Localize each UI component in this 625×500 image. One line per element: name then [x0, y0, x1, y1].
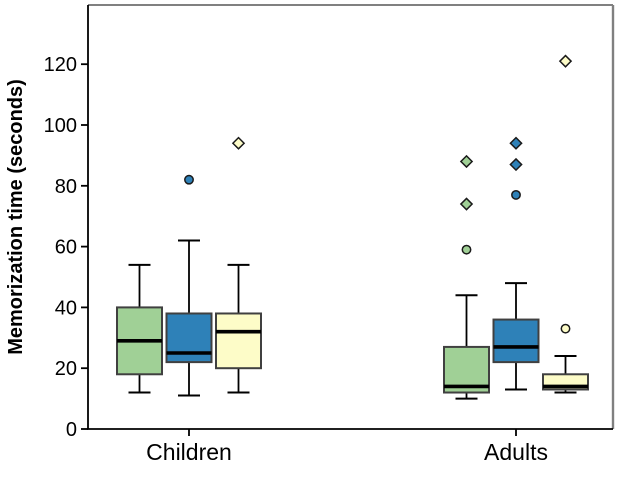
- y-axis-tick-label: 40: [55, 297, 77, 319]
- extreme-diamond-group-2-blue-adults: [509, 157, 523, 172]
- box-group-2-blue-adults: [492, 318, 540, 364]
- x-axis-category-label: Children: [146, 439, 232, 465]
- x-axis-category-label: Adults: [484, 439, 548, 465]
- y-axis-tick-label: 20: [55, 358, 77, 380]
- extreme-diamond-group-3-yellow-adults: [558, 54, 573, 68]
- extreme-diamond-group-2-blue-adults: [509, 136, 523, 150]
- y-axis-tick-label: 60: [55, 237, 77, 259]
- box-group-2-blue-children: [165, 312, 213, 364]
- y-axis-tick-label: 0: [66, 419, 77, 441]
- extreme-diamond-group-1-green-adults: [459, 154, 474, 169]
- outlier-circle-group-2-blue-children: [184, 174, 194, 185]
- extreme-diamond-group-3-yellow-children: [231, 136, 246, 150]
- y-axis-tick-label: 120: [44, 54, 77, 76]
- y-axis-tick-label: 100: [44, 115, 77, 137]
- outlier-circle-group-1-green-adults: [461, 244, 472, 255]
- box-group-3-yellow-children: [215, 312, 262, 370]
- y-axis-tick-label: 80: [55, 176, 77, 198]
- extreme-diamond-group-1-green-adults: [459, 197, 474, 211]
- outlier-circle-group-2-blue-adults: [511, 189, 521, 200]
- outlier-circle-group-3-yellow-adults: [560, 323, 571, 334]
- y-axis-title: Memorization time (seconds): [5, 79, 27, 355]
